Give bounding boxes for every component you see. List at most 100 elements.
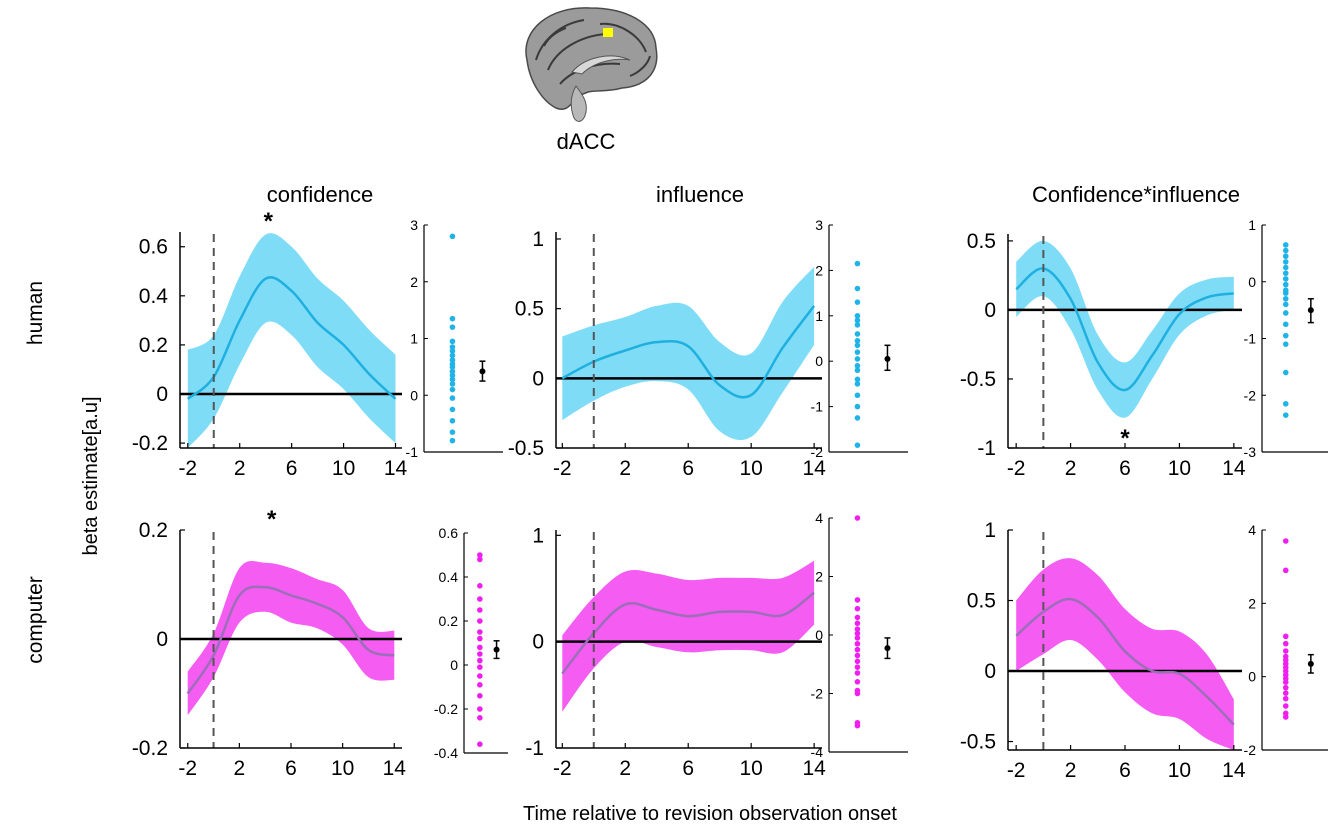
x-tick-label: -2 — [1007, 759, 1026, 782]
scatter-y-tick-label: -2 — [1244, 742, 1257, 758]
scatter-y-tick-label: 3 — [410, 217, 418, 233]
y-tick-label: 0.2 — [139, 334, 168, 357]
subject-dot — [854, 646, 861, 653]
subject-dot — [854, 442, 861, 448]
x-tick-label: 14 — [802, 757, 826, 780]
scatter-panel: -0.4 -0.2 0 0.2 0.4 0.6 — [434, 525, 508, 761]
column-title-confidence-influence: Confidence*influence — [1032, 182, 1240, 207]
scatter-y-tick-label: 0 — [815, 353, 823, 369]
subject-dot — [854, 356, 861, 362]
subject-dot — [854, 515, 861, 521]
subject-dot — [1282, 633, 1289, 640]
subject-dot — [449, 352, 456, 359]
x-tick-label: 14 — [383, 757, 407, 780]
mean-line — [561, 591, 815, 675]
y-tick-label: -0.2 — [132, 737, 168, 760]
ci-band — [562, 560, 815, 712]
subject-dot — [449, 406, 456, 413]
x-tick-label: 14 — [1222, 759, 1246, 782]
subject-dot — [854, 367, 861, 374]
y-tick-label: 0 — [532, 367, 544, 390]
scatter-y-tick-label: 1 — [1248, 217, 1256, 233]
subject-dot — [1282, 640, 1289, 647]
subject-dot — [449, 376, 456, 383]
subject-dot — [854, 299, 861, 305]
y-tick-label: -1 — [525, 737, 544, 760]
x-tick-label: 6 — [682, 757, 694, 780]
scatter-y-tick-label: -2 — [1244, 387, 1257, 403]
subject-dot — [1282, 270, 1289, 277]
x-tick-label: 2 — [619, 457, 631, 480]
subject-dot — [449, 395, 456, 401]
subject-dot — [1282, 332, 1289, 339]
subject-dot — [854, 605, 861, 612]
subject-dot — [854, 415, 861, 421]
panel-human-1: -2 2 6 10 14 -0.5 0 0.5 1 -2 -1 0 1 2 3 — [508, 217, 908, 480]
significance-star: * — [1120, 425, 1130, 452]
subject-dot — [449, 429, 456, 435]
y-tick-label: 1 — [532, 524, 544, 547]
subject-dot — [449, 338, 456, 345]
subject-dot — [854, 679, 861, 685]
subject-dot — [477, 629, 483, 635]
x-tick-label: 2 — [234, 757, 246, 780]
y-tick-label: 1 — [984, 519, 996, 542]
x-tick-label: 2 — [1065, 759, 1077, 782]
scatter-y-tick-label: 0 — [410, 387, 418, 403]
column-title-confidence: confidence — [267, 182, 373, 207]
subject-dot — [1282, 400, 1289, 407]
y-tick-label: 0 — [156, 628, 168, 651]
x-tick-label: 10 — [1168, 759, 1191, 782]
subject-dot — [1282, 714, 1289, 720]
x-tick-label: 6 — [682, 457, 694, 480]
x-tick-label: 14 — [802, 457, 826, 480]
x-tick-label: -2 — [553, 457, 572, 480]
ci-band — [1016, 240, 1234, 418]
subject-dot — [449, 368, 456, 375]
subject-dot — [1282, 247, 1289, 254]
x-tick-label: 10 — [332, 457, 355, 480]
y-tick-label: 0.5 — [515, 298, 544, 321]
subject-dot — [854, 403, 861, 410]
subject-dot — [1282, 321, 1289, 328]
scatter-y-tick-label: -3 — [1244, 444, 1257, 460]
ci-band — [187, 233, 396, 448]
subject-dot — [1282, 538, 1289, 544]
ci-band — [187, 560, 395, 716]
subject-dot — [477, 657, 483, 664]
subject-dot — [1282, 695, 1289, 702]
subject-dot — [1282, 264, 1289, 271]
x-tick-label: 14 — [384, 457, 408, 480]
subject-dot — [1282, 281, 1289, 288]
subject-dot — [1282, 259, 1289, 265]
y-tick-label: 1 — [532, 228, 544, 251]
subject-dot — [854, 349, 861, 355]
y-tick-label: -0.2 — [132, 432, 168, 455]
x-tick-label: 14 — [1222, 457, 1246, 480]
subject-dot — [449, 324, 456, 330]
significance-star: * — [267, 506, 277, 533]
x-axis-label: Time relative to revision observation on… — [523, 803, 897, 825]
scatter-y-tick-label: -1 — [811, 399, 824, 415]
scatter-y-tick-label: -4 — [811, 744, 824, 760]
subject-dot — [1282, 703, 1289, 709]
scatter-y-tick-label: 0 — [450, 657, 458, 673]
region-label: dACC — [557, 129, 616, 154]
subject-dot — [1282, 684, 1289, 691]
scatter-y-tick-label: 0.2 — [439, 613, 459, 629]
subject-dot — [854, 260, 861, 267]
subject-dot — [854, 670, 861, 676]
y-tick-label: 0 — [984, 660, 996, 683]
x-tick-label: 2 — [234, 457, 246, 480]
corpus-callosum — [571, 55, 631, 75]
panel-human-2: -2 2 6 10 14 -1 -0.5 0 0.5 * -3 -2 -1 0 1 — [960, 217, 1328, 480]
scatter-panel: -3 -2 -1 0 1 — [1244, 217, 1328, 460]
y-tick-label: -0.5 — [960, 368, 996, 391]
y-tick-label: 0 — [156, 383, 168, 406]
panel-computer-5: -2 2 6 10 14 -0.5 0 0.5 1 -2 0 2 4 — [960, 519, 1328, 782]
scatter-panel: -4 -2 0 2 4 — [811, 510, 908, 760]
scatter-panel: -2 0 2 4 — [1244, 522, 1328, 758]
brain-illustration: dACC — [525, 7, 658, 154]
